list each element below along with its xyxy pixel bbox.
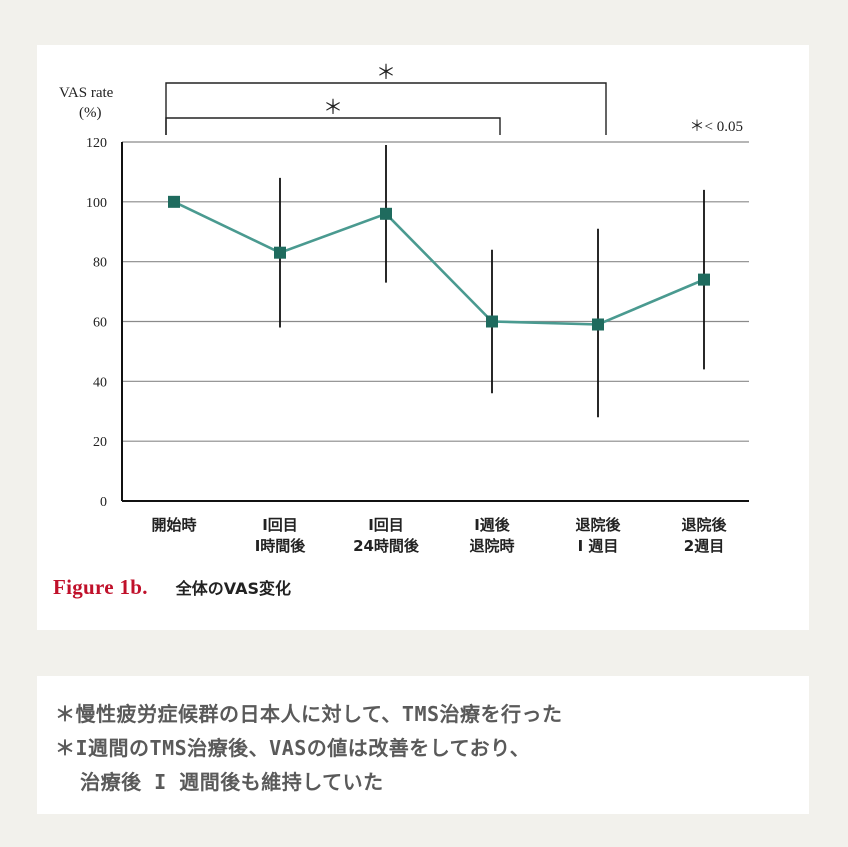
x-tick-label-4: I週後 退院時 (469, 516, 515, 555)
figure-title: 全体のVAS変化 (175, 579, 292, 598)
data-point-1 (168, 195, 180, 208)
y-tick-label-80: 80 (93, 256, 107, 271)
figure-label: Figure 1b. (53, 575, 148, 599)
notes-card: ＊慢性疲労症候群の日本人に対して、TMS治療を行った ＊I週間のTMS治療後、V… (37, 676, 809, 814)
y-tick-label-20: 20 (93, 435, 107, 450)
x-tick-label-1: 開始時 (151, 516, 197, 534)
note-line-1: ＊慢性疲労症候群の日本人に対して、TMS治療を行った (55, 702, 563, 726)
y-tick-label-0: 0 (100, 495, 107, 510)
data-point-4 (486, 315, 498, 328)
figure-caption: Figure 1b. 全体のVAS変化 (53, 575, 291, 600)
data-point-3 (380, 207, 392, 220)
x-tick-label-6: 退院後 2週目 (681, 516, 727, 555)
x-tick-label-2: I回目 I時間後 (254, 516, 306, 555)
y-tick-label-100: 100 (86, 196, 107, 211)
x-tick-label-3: I回目 24時間後 (353, 516, 419, 555)
figure-card: 0 20 40 60 80 100 120 VAS rate (%) ＊ ＊ ＊< 0.05 開始時 I… (37, 45, 809, 630)
series-line (173, 200, 705, 326)
y-axis-unit: (%) (79, 105, 102, 121)
data-point-2 (274, 246, 286, 259)
x-tick-label-5: 退院後 I 週目 (575, 516, 621, 555)
p-value-note: ＊< 0.05 (690, 119, 743, 135)
y-tick-label-40: 40 (93, 375, 107, 390)
vas-chart: 0 20 40 60 80 100 120 VAS rate (%) ＊ ＊ ＊< 0.05 (59, 60, 749, 510)
y-tick-label-60: 60 (93, 316, 107, 331)
y-axis-label: VAS rate (59, 85, 114, 101)
significance-bracket-2 (165, 82, 607, 135)
note-line-2: ＊I週間のTMS治療後、VASの値は改善をしており、 (55, 736, 531, 760)
significance-bracket-1 (165, 117, 501, 135)
note-line-3: 治療後 I 週間後も維持していた (55, 770, 384, 794)
significance-star-1: ＊ (323, 95, 343, 119)
data-point-5 (592, 318, 604, 331)
y-tick-label-120: 120 (86, 136, 107, 151)
significance-star-2: ＊ (376, 60, 396, 84)
data-point-6 (698, 273, 710, 286)
